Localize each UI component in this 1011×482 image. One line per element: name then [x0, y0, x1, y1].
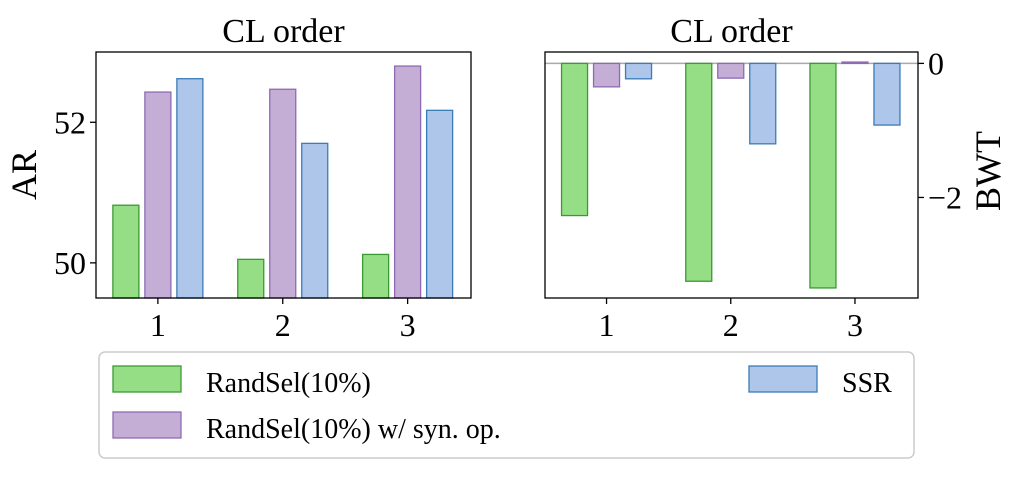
bar-panel0-series2-cat0: [176, 78, 204, 299]
bar-panel0-series1-cat2: [393, 65, 422, 299]
bar-panel0-series2-cat1: [301, 142, 329, 299]
panel-title: CL order: [222, 13, 345, 50]
bar-panel1-series2-cat2: [873, 62, 901, 126]
bar-panel1-series2-cat0: [624, 62, 653, 80]
x-tick-label: 1: [599, 307, 615, 343]
ar-panel: 1 2 3 50 52 CL order AR: [4, 13, 472, 343]
legend: RandSel(10%) RandSel(10%) w/ syn. op. SSR: [98, 351, 915, 459]
bar-panel1-series1-cat1: [717, 62, 745, 79]
bar-panel1-series0-cat1: [685, 62, 713, 282]
plot-frame: [544, 51, 919, 299]
legend-swatch: [748, 365, 818, 393]
x-tick-label: 1: [150, 307, 166, 343]
bar-panel1-series0-cat0: [560, 62, 589, 217]
panel-title: CL order: [670, 13, 793, 50]
bar-panel1-series1-cat0: [592, 62, 621, 88]
bar-panel0-series1-cat1: [269, 88, 297, 299]
legend-swatch: [112, 365, 182, 393]
legend-frame: [98, 351, 915, 459]
plot-frame: [95, 51, 472, 299]
bar-panel0-series0-cat2: [361, 253, 390, 299]
bar-panel0-series1-cat0: [144, 91, 172, 299]
bar-panel1-series0-cat2: [809, 62, 837, 289]
legend-label: RandSel(10%): [206, 368, 371, 399]
bar-panel0-series0-cat1: [237, 258, 265, 299]
x-tick-label: 3: [847, 307, 863, 343]
y-tick-label: 52: [54, 104, 86, 140]
bar-panel0-series2-cat2: [425, 109, 454, 299]
y-tick-label: 50: [54, 245, 86, 281]
bar-panel1-series2-cat1: [749, 62, 777, 145]
y-tick-label: −2: [928, 179, 962, 215]
y-tick-label: 0: [928, 45, 944, 81]
x-tick-label: 2: [275, 307, 291, 343]
legend-swatch: [112, 411, 182, 439]
bwt-panel: 1 2 3 0 −2 CL order BWT: [544, 13, 1008, 343]
y-axis-label: AR: [4, 150, 44, 200]
x-tick-label: 2: [723, 307, 739, 343]
bar-panel0-series0-cat0: [112, 204, 140, 299]
y-axis-label: BWT: [968, 131, 1008, 211]
x-tick-label: 3: [400, 307, 416, 343]
bar-panel1-series1-cat2: [841, 61, 869, 65]
legend-label: SSR: [842, 368, 892, 399]
legend-label: RandSel(10%) w/ syn. op.: [206, 414, 501, 445]
